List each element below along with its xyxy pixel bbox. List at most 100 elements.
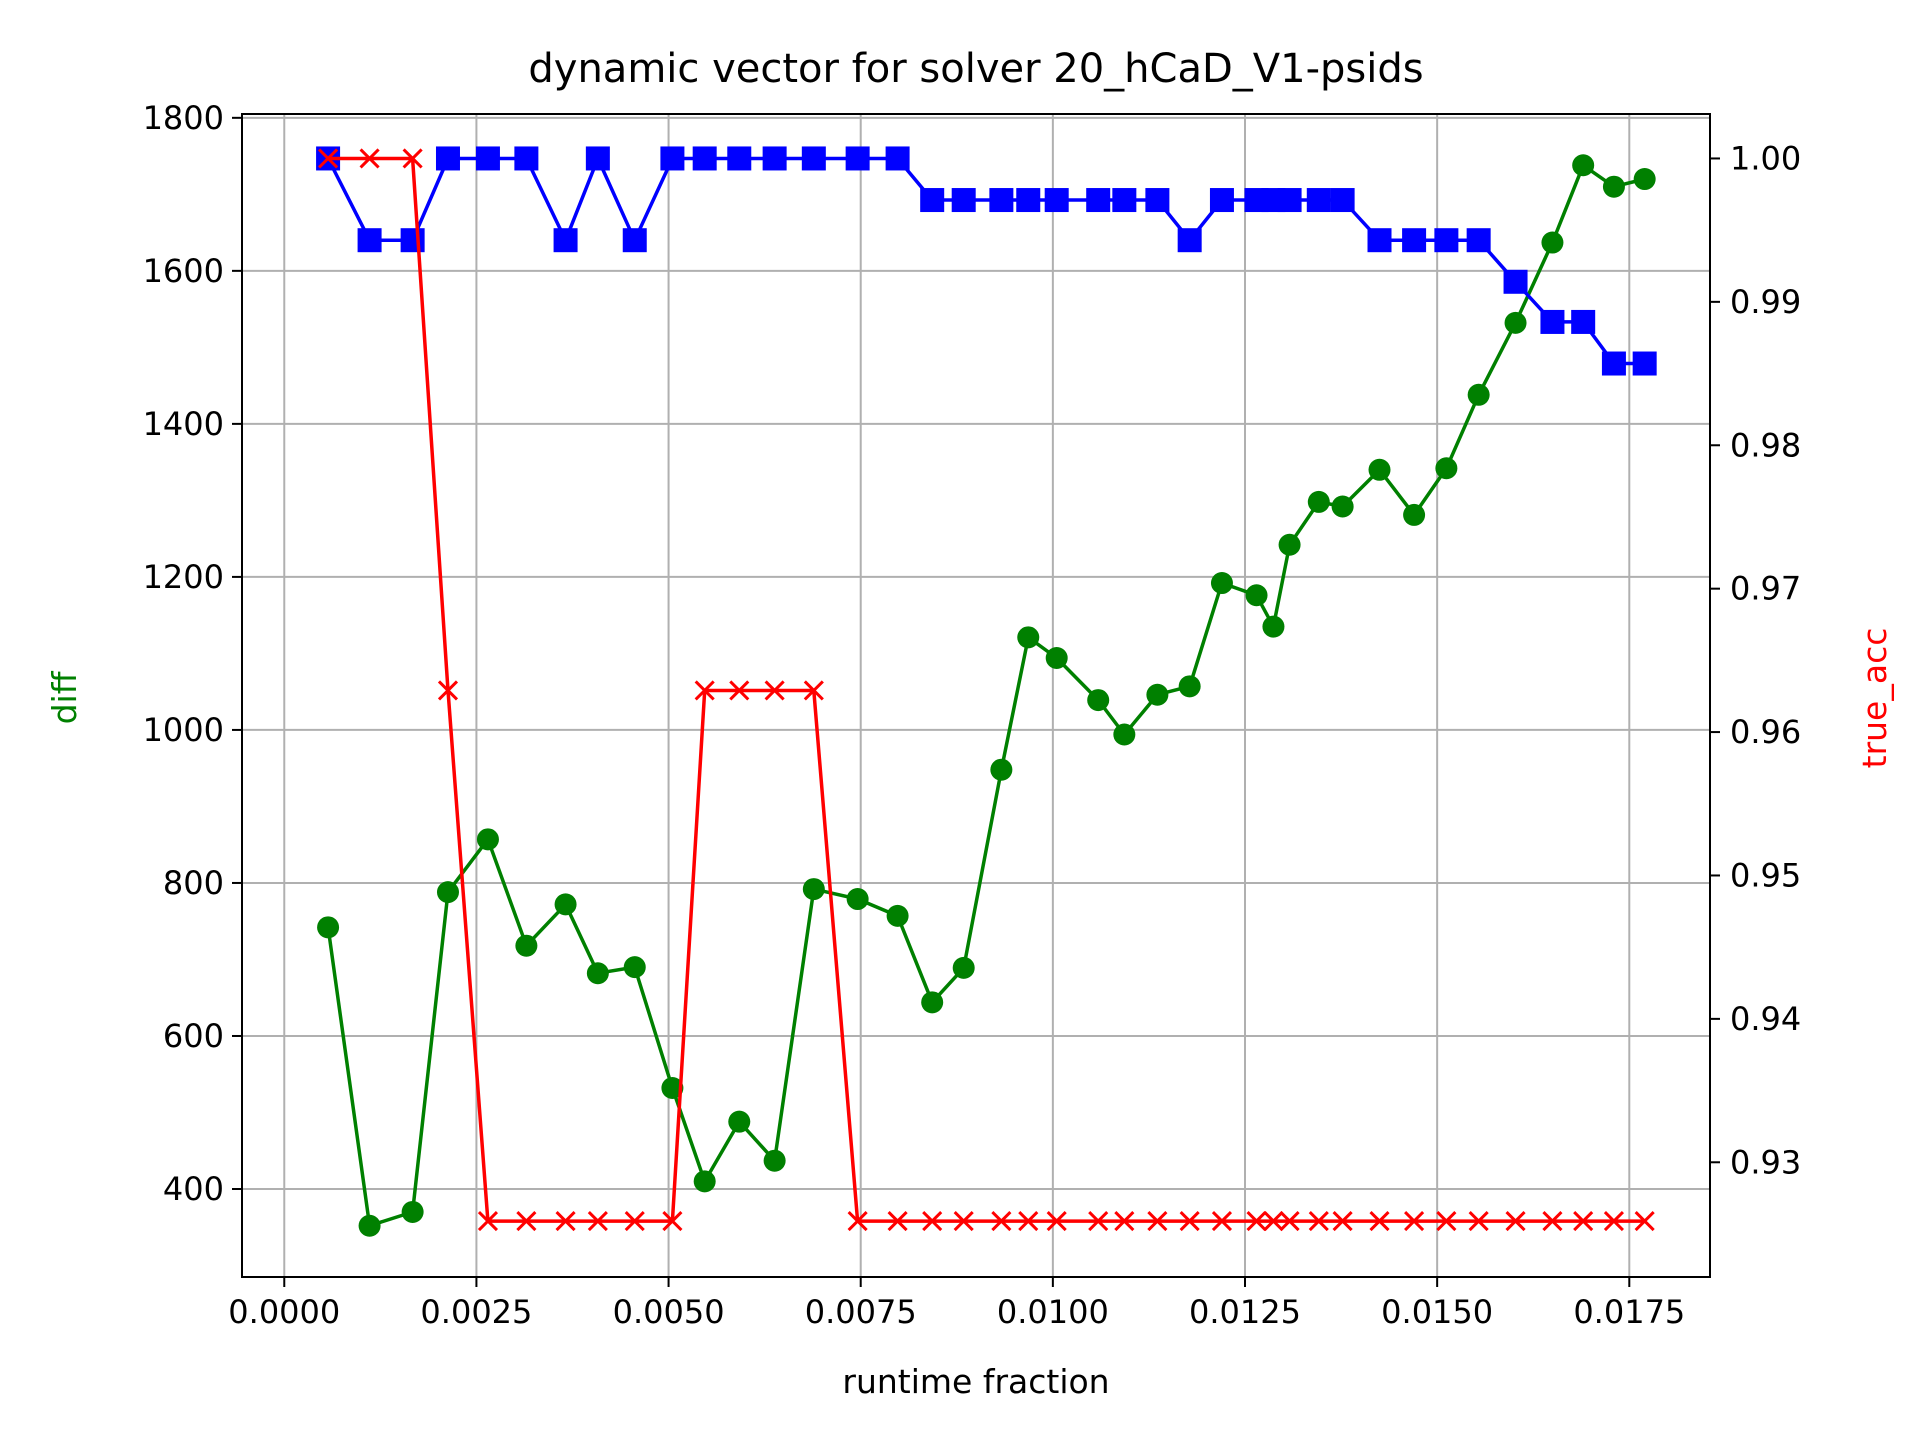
y-axis-left-label: diff (45, 670, 84, 724)
data-point-circle (1307, 490, 1330, 513)
data-point-circle (846, 888, 869, 911)
series-layer (316, 146, 1657, 1237)
data-point-x (477, 1211, 499, 1232)
data-point-square (1277, 188, 1302, 213)
data-point-square (1601, 351, 1626, 376)
y-left-tick-label: 1400 (143, 405, 224, 443)
y-right-tick-label: 0.99 (1730, 283, 1801, 321)
data-point-square (801, 146, 826, 171)
data-point-x (1468, 1211, 1489, 1232)
data-point-x (318, 148, 339, 169)
data-point-circle (401, 1200, 424, 1223)
data-point-square (585, 146, 610, 171)
data-point-circle (623, 956, 646, 979)
data-point-square (475, 146, 500, 171)
data-point-square (1112, 188, 1137, 213)
data-point-x (437, 680, 459, 701)
y-left-tick-label: 600 (163, 1017, 224, 1055)
data-point-square (660, 146, 685, 171)
data-point-x (1246, 1211, 1267, 1232)
y-right-tick-label: 1.00 (1730, 139, 1801, 177)
data-point-x (1542, 1211, 1563, 1232)
x-tick-label: 0.0000 (228, 1293, 340, 1331)
data-point-circle (436, 881, 459, 904)
data-point-square (357, 228, 382, 253)
data-point-square (1571, 309, 1596, 334)
data-point-x (1147, 1211, 1168, 1232)
data-point-circle (1331, 495, 1354, 518)
x-tick-label: 0.0075 (805, 1293, 917, 1331)
series-line (326, 163, 1646, 1228)
data-point-square (989, 188, 1014, 213)
x-tick-label: 0.0025 (420, 1293, 532, 1331)
data-point-square (1540, 309, 1565, 334)
data-point-square (1016, 188, 1041, 213)
data-point-circle (1403, 503, 1426, 526)
series-2-x (318, 148, 1655, 1232)
data-point-circle (1278, 533, 1301, 556)
y-left-tick-label: 1800 (143, 99, 224, 137)
data-point-circle (886, 904, 909, 927)
data-point-circle (1504, 311, 1527, 334)
data-point-x (1573, 1211, 1594, 1232)
data-point-circle (1467, 383, 1490, 406)
x-tick-label: 0.0125 (1189, 1293, 1301, 1331)
data-point-x (1505, 1211, 1526, 1232)
data-point-circle (1178, 675, 1201, 698)
data-point-x (1308, 1211, 1329, 1232)
series-line (326, 156, 1645, 366)
data-point-square (622, 228, 647, 253)
y-left-tick-label: 1600 (143, 252, 224, 290)
data-point-square (1044, 188, 1069, 213)
data-point-circle (1541, 231, 1564, 254)
data-point-square (1503, 269, 1528, 294)
y-right-tick-label: 0.96 (1730, 713, 1801, 751)
data-point-x (402, 148, 423, 169)
data-point-circle (1045, 647, 1068, 670)
data-point-x (1369, 1211, 1390, 1232)
data-point-x (1332, 1211, 1353, 1232)
y-right-tick-label: 0.95 (1730, 856, 1801, 894)
data-point-circle (952, 956, 975, 979)
data-point-square (400, 228, 425, 253)
data-point-x (1046, 1211, 1067, 1232)
data-point-square (1177, 228, 1202, 253)
data-point-x (1179, 1211, 1200, 1232)
chart-title: dynamic vector for solver 20_hCaD_V1-psi… (528, 46, 1423, 92)
data-point-x (359, 148, 380, 169)
data-point-circle (1633, 168, 1656, 191)
data-point-circle (358, 1214, 381, 1237)
data-point-circle (1113, 723, 1136, 746)
data-point-x (991, 1211, 1012, 1232)
series-1-square (316, 146, 1657, 376)
data-point-circle (1368, 458, 1391, 481)
x-tick-label: 0.0100 (997, 1293, 1109, 1331)
data-point-x (764, 680, 785, 701)
plot-frame (241, 113, 1711, 1278)
data-point-x (1211, 1211, 1233, 1232)
data-point-circle (802, 878, 825, 901)
data-point-square (920, 188, 945, 213)
data-point-x (953, 1211, 974, 1232)
data-point-circle (317, 916, 340, 939)
y-right-tick-label: 0.93 (1730, 1143, 1801, 1181)
data-point-x (694, 680, 715, 701)
data-point-square (1209, 188, 1234, 213)
data-point-x (1018, 1211, 1039, 1232)
data-point-x (587, 1211, 608, 1232)
x-tick-label: 0.0175 (1573, 1293, 1685, 1331)
data-point-x (922, 1211, 943, 1232)
data-point-square (1402, 228, 1427, 253)
data-point-circle (476, 828, 499, 851)
y-left-tick-label: 800 (163, 864, 224, 902)
data-point-circle (693, 1170, 716, 1193)
data-point-x (1088, 1211, 1109, 1232)
data-point-x (1279, 1211, 1300, 1232)
data-point-circle (1262, 615, 1285, 638)
data-point-x (1114, 1211, 1135, 1232)
data-point-x (1404, 1211, 1425, 1232)
data-point-x (624, 1211, 645, 1232)
data-point-square (727, 146, 752, 171)
